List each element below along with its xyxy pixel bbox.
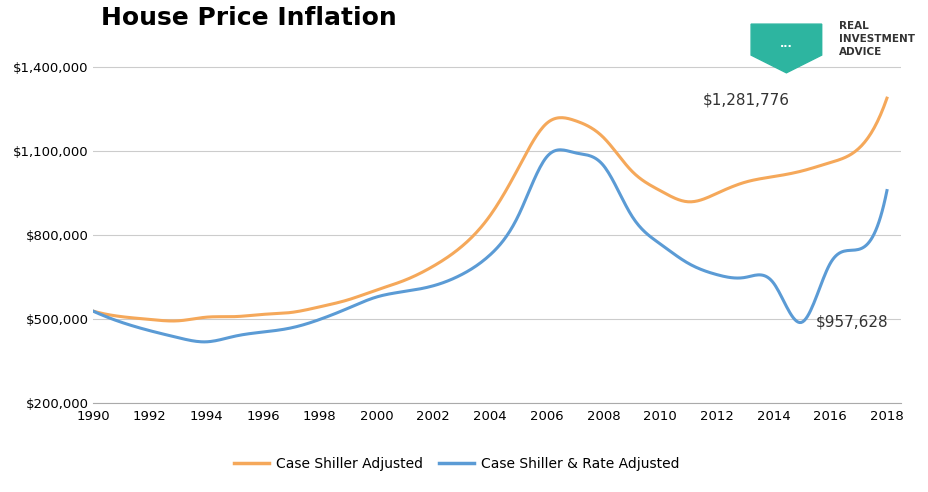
Case Shiller & Rate Adjusted (470, 263, 482, 269)
Case Shiller & Rate Adjusted (555, 147, 566, 153)
Line: Case Shiller & Rate Adjusted: Case Shiller & Rate Adjusted (93, 150, 886, 342)
Case Shiller & Rate Adjusted (865, 237, 876, 243)
Polygon shape (750, 24, 821, 73)
Line: Case Shiller Adjusted: Case Shiller Adjusted (93, 98, 886, 321)
Case Shiller & Rate Adjusted (199, 339, 210, 345)
Case Shiller Adjusted (87, 308, 98, 314)
Case Shiller Adjusted (167, 318, 178, 324)
Text: House Price Inflation: House Price Inflation (101, 6, 396, 31)
Case Shiller Adjusted (881, 95, 892, 101)
Case Shiller Adjusted (863, 133, 874, 139)
Case Shiller & Rate Adjusted (881, 187, 892, 193)
Case Shiller & Rate Adjusted (741, 274, 752, 280)
Case Shiller & Rate Adjusted (562, 148, 574, 154)
Case Shiller & Rate Adjusted (466, 266, 477, 272)
Text: $1,281,776: $1,281,776 (702, 93, 789, 108)
Case Shiller & Rate Adjusted (87, 308, 98, 314)
Text: $957,628: $957,628 (815, 315, 888, 330)
Text: REAL
INVESTMENT
ADVICE: REAL INVESTMENT ADVICE (839, 21, 914, 58)
Case Shiller Adjusted (739, 179, 750, 185)
Case Shiller Adjusted (561, 115, 572, 121)
Case Shiller Adjusted (470, 229, 482, 235)
Text: ...: ... (780, 38, 792, 49)
Case Shiller Adjusted (518, 154, 529, 160)
Legend: Case Shiller Adjusted, Case Shiller & Rate Adjusted: Case Shiller Adjusted, Case Shiller & Ra… (228, 452, 684, 477)
Case Shiller Adjusted (466, 235, 477, 241)
Case Shiller & Rate Adjusted (518, 200, 529, 206)
